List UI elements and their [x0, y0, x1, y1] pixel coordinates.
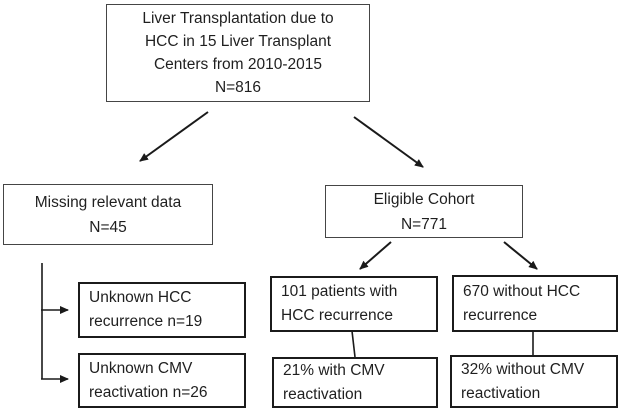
arrow-total-to-missing: [139, 111, 209, 162]
box-no-hcc-recurrence: 670 without HCC recurrence: [452, 275, 618, 332]
box-unknown-cmv-reactivation: Unknown CMV reactivation n=26: [78, 353, 246, 408]
box-total-cohort: Liver Transplantation due to HCC in 15 L…: [106, 4, 370, 102]
arrow-eligible-to-hcc-recurrence: [359, 241, 392, 270]
arrow-total-to-eligible: [353, 116, 424, 168]
box-cmv-reactivation-without: 32% without CMV reactivation: [450, 355, 618, 408]
box-cmv-reactivation-with: 21% with CMV reactivation: [272, 357, 438, 408]
box-hcc-recurrence: 101 patients with HCC recurrence: [270, 276, 438, 332]
box-eligible-cohort: Eligible Cohort N=771: [325, 185, 523, 238]
box-unknown-hcc-recurrence: Unknown HCC recurrence n=19: [78, 282, 246, 338]
arrow-eligible-to-no-hcc-recurrence: [503, 241, 538, 270]
connector-hcc-recurrence-to-cmv-with: [351, 330, 356, 358]
box-missing-data: Missing relevant data N=45: [3, 184, 213, 245]
